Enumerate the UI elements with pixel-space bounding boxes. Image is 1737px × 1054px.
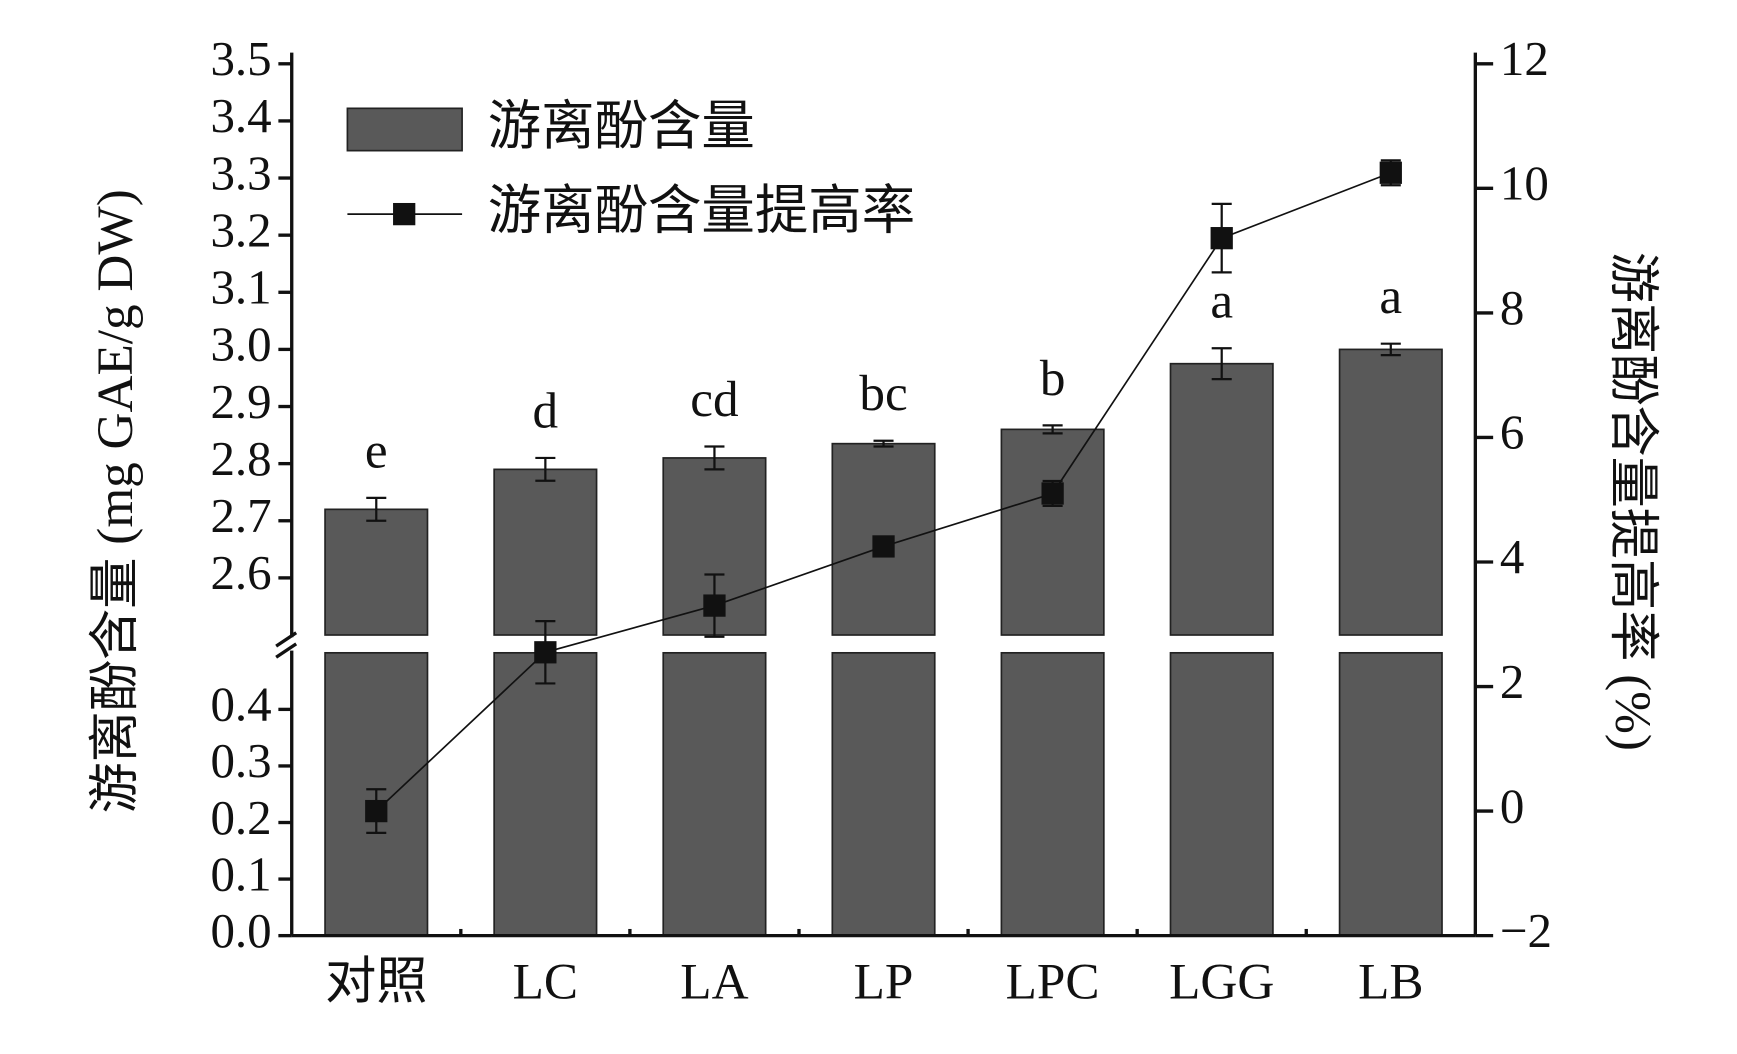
bar	[1000, 428, 1105, 636]
bar	[1169, 362, 1274, 636]
bar	[831, 651, 936, 937]
legend-label: 游离酚含量	[488, 96, 755, 156]
error-bar	[1042, 424, 1063, 435]
data-label: cd	[690, 371, 738, 428]
data-label: bc	[859, 365, 907, 422]
marker	[365, 799, 388, 823]
bar	[324, 508, 429, 636]
y-tick-label: 0.4	[210, 677, 271, 732]
y-tick-label: 2.7	[210, 488, 271, 543]
y-tick-label: 0.0	[210, 903, 271, 958]
y-tick-label: 2.9	[210, 374, 271, 429]
bar	[1000, 651, 1105, 937]
x-tick-label: LA	[680, 954, 748, 1011]
data-label: e	[365, 422, 388, 479]
y-tick-label: 2.8	[210, 431, 271, 486]
data-label: a	[1379, 268, 1402, 325]
x-tick-label: LGG	[1169, 954, 1274, 1011]
marker	[872, 535, 895, 558]
y-tick-label: 3.3	[210, 145, 271, 200]
bar	[1169, 651, 1274, 937]
legend-label: 游离酚含量提高率	[488, 181, 916, 241]
error-bar	[1380, 342, 1401, 357]
bar	[1338, 651, 1443, 937]
marker	[1041, 482, 1064, 505]
legend-swatch	[346, 107, 463, 152]
data-label: d	[533, 382, 559, 439]
y-tick-label: 0.2	[210, 790, 271, 845]
bar	[1338, 348, 1443, 636]
bar	[493, 651, 598, 937]
x-tick-label: LB	[1358, 954, 1423, 1011]
y-tick-label: 3.1	[210, 260, 271, 315]
error-bar	[1211, 347, 1232, 381]
y-tick-label: 0.1	[210, 846, 271, 901]
marker	[703, 594, 726, 617]
y2-axis-label: 游离酚含量提高率 (%)	[1604, 252, 1661, 751]
legend-swatch	[393, 202, 416, 226]
y2-tick-label: 10	[1500, 156, 1549, 211]
y-axis-label: 游离酚含量 (mg GAE/g DW)	[87, 189, 144, 813]
x-tick-label: LP	[854, 954, 914, 1011]
marker	[1210, 227, 1233, 250]
x-tick-label: 对照	[325, 954, 427, 1011]
bar	[662, 651, 767, 937]
x-tick-label: LC	[513, 954, 578, 1011]
y-tick-label: 2.6	[210, 545, 271, 600]
data-label: a	[1210, 273, 1233, 330]
y2-tick-label: 12	[1500, 31, 1549, 86]
marker	[1379, 161, 1402, 184]
bar	[493, 468, 598, 636]
marker	[534, 641, 557, 664]
error-bar	[535, 456, 556, 482]
y-tick-label: 3.0	[210, 317, 271, 372]
y-tick-label: 0.3	[210, 733, 271, 788]
error-bar	[873, 439, 894, 448]
y2-tick-label: 2	[1500, 654, 1525, 709]
y-tick-label: 3.5	[210, 31, 271, 86]
data-label: b	[1040, 350, 1066, 407]
axis-break	[275, 631, 298, 659]
y2-tick-label: 4	[1500, 529, 1525, 584]
y2-tick-label: 8	[1500, 280, 1525, 335]
y2-tick-label: 6	[1500, 405, 1525, 460]
y2-tick-label: −2	[1500, 903, 1552, 958]
y-tick-label: 3.2	[210, 202, 271, 257]
y-tick-label: 3.4	[210, 88, 271, 143]
error-bar	[704, 445, 725, 471]
y2-tick-label: 0	[1500, 778, 1525, 833]
x-tick-label: LPC	[1006, 954, 1100, 1011]
error-bar	[366, 496, 387, 522]
